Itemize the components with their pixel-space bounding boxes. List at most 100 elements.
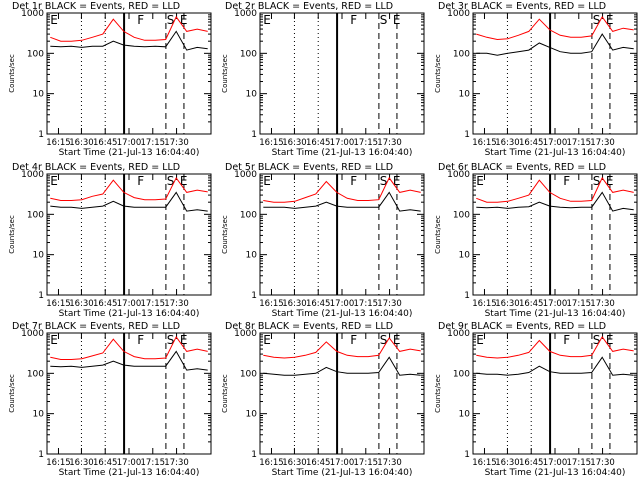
flag-label: E bbox=[606, 333, 614, 347]
x-tick-label: 17:15 bbox=[354, 458, 379, 468]
x-tick-label: 16:15 bbox=[46, 138, 71, 148]
x-tick-label: 16:45 bbox=[519, 299, 544, 309]
y-tick-label: 1000 bbox=[447, 170, 470, 180]
y-tick-label: 100 bbox=[240, 210, 257, 220]
flag-label: E bbox=[606, 174, 614, 188]
y-axis-label: Counts/sec bbox=[221, 215, 229, 254]
y-tick-label: 100 bbox=[240, 49, 257, 59]
x-tick-label: 17:30 bbox=[164, 458, 189, 468]
x-tick-label: 17:00 bbox=[330, 458, 355, 468]
x-axis-label: Start Time (21-Jul-13 16:04:40) bbox=[272, 468, 413, 478]
series-black-events bbox=[263, 356, 421, 376]
x-tick-label: 16:45 bbox=[519, 458, 544, 468]
flag-label: S bbox=[167, 174, 175, 188]
panel-title: Det 3r BLACK = Events, RED = LLD bbox=[438, 1, 606, 12]
y-tick-label: 1000 bbox=[234, 329, 257, 339]
y-axis-label: Counts/sec bbox=[8, 215, 16, 254]
x-axis-label: Start Time (21-Jul-13 16:04:40) bbox=[59, 148, 200, 158]
x-tick-label: 16:45 bbox=[306, 138, 331, 148]
y-tick-label: 10 bbox=[33, 410, 45, 420]
y-axis-label: Counts/sec bbox=[434, 54, 442, 93]
y-tick-label: 100 bbox=[453, 369, 470, 379]
y-tick-label: 100 bbox=[27, 210, 44, 220]
panel-det-2: Det 2r BLACK = Events, RED = LLD 1 10 100 10… bbox=[221, 1, 425, 158]
x-tick-label: 16:45 bbox=[519, 138, 544, 148]
x-tick-label: 17:00 bbox=[117, 138, 142, 148]
panel-det-3: Det 3r BLACK = Events, RED = LLD 1 10 100 10… bbox=[434, 1, 638, 158]
y-tick-label: 1000 bbox=[447, 329, 470, 339]
x-axis-label: Start Time (21-Jul-13 16:04:40) bbox=[485, 468, 626, 478]
y-tick-label: 10 bbox=[459, 410, 471, 420]
panel-title: Det 5r BLACK = Events, RED = LLD bbox=[225, 162, 393, 173]
y-tick-label: 10 bbox=[33, 251, 45, 261]
y-tick-label: 10 bbox=[246, 410, 258, 420]
flag-label: E bbox=[263, 333, 271, 347]
series-red-lld bbox=[476, 15, 634, 41]
x-axis-label: Start Time (21-Jul-13 16:04:40) bbox=[59, 309, 200, 319]
y-tick-label: 10 bbox=[246, 90, 258, 100]
y-tick-label: 100 bbox=[453, 210, 470, 220]
panel-det-9: Det 9r BLACK = Events, RED = LLD 1 10 100 10… bbox=[434, 321, 638, 478]
x-tick-label: 17:15 bbox=[141, 138, 166, 148]
x-axis-label: Start Time (21-Jul-13 16:04:40) bbox=[485, 309, 626, 319]
y-tick-label: 10 bbox=[246, 251, 258, 261]
series-red-lld bbox=[50, 335, 208, 360]
flag-label: E bbox=[476, 333, 484, 347]
panel-det-1: Det 1r BLACK = Events, RED = LLD 1 10 100 10… bbox=[8, 1, 212, 158]
flag-label: F bbox=[563, 174, 570, 188]
series-red-lld bbox=[476, 176, 634, 203]
y-tick-label: 100 bbox=[27, 49, 44, 59]
x-tick-label: 16:45 bbox=[306, 299, 331, 309]
flag-label: E bbox=[393, 13, 401, 27]
flag-label: S bbox=[380, 174, 388, 188]
x-tick-label: 17:00 bbox=[543, 299, 568, 309]
series-red-lld bbox=[476, 335, 634, 359]
y-axis-label: Counts/sec bbox=[221, 374, 229, 413]
flag-label: E bbox=[50, 13, 58, 27]
x-tick-label: 16:30 bbox=[495, 458, 520, 468]
y-tick-label: 1 bbox=[464, 291, 470, 301]
x-tick-label: 17:00 bbox=[330, 299, 355, 309]
x-tick-label: 17:15 bbox=[567, 138, 592, 148]
flag-label: E bbox=[180, 174, 188, 188]
flag-label: F bbox=[350, 13, 357, 27]
x-tick-label: 17:00 bbox=[543, 138, 568, 148]
y-axis-label: Counts/sec bbox=[8, 374, 16, 413]
x-tick-label: 16:45 bbox=[306, 458, 331, 468]
series-black-events bbox=[476, 33, 634, 56]
flag-label: S bbox=[593, 333, 601, 347]
flag-label: S bbox=[380, 13, 388, 27]
y-tick-label: 1 bbox=[38, 130, 44, 140]
panel-det-5: Det 5r BLACK = Events, RED = LLD 1 10 100 10… bbox=[221, 162, 425, 319]
x-tick-label: 16:45 bbox=[93, 458, 118, 468]
series-black-events bbox=[50, 350, 208, 371]
flag-label: E bbox=[393, 333, 401, 347]
y-tick-label: 100 bbox=[240, 369, 257, 379]
y-axis-label: Counts/sec bbox=[434, 374, 442, 413]
x-tick-label: 17:00 bbox=[117, 299, 142, 309]
y-tick-label: 1000 bbox=[447, 9, 470, 19]
x-tick-label: 16:30 bbox=[282, 138, 307, 148]
x-tick-label: 16:15 bbox=[46, 299, 71, 309]
panel-det-4: Det 4r BLACK = Events, RED = LLD 1 10 100 10… bbox=[8, 162, 212, 319]
y-tick-label: 10 bbox=[33, 90, 45, 100]
y-tick-label: 1 bbox=[251, 130, 257, 140]
series-black-events bbox=[476, 191, 634, 212]
x-tick-label: 17:15 bbox=[567, 299, 592, 309]
flag-label: F bbox=[350, 333, 357, 347]
y-tick-label: 1 bbox=[38, 291, 44, 301]
panel-title: Det 7r BLACK = Events, RED = LLD bbox=[12, 321, 180, 332]
series-red-lld bbox=[50, 15, 208, 42]
x-axis-label: Start Time (21-Jul-13 16:04:40) bbox=[272, 148, 413, 158]
x-tick-label: 17:15 bbox=[141, 458, 166, 468]
y-tick-label: 1000 bbox=[21, 329, 44, 339]
flag-label: E bbox=[476, 174, 484, 188]
x-tick-label: 17:15 bbox=[354, 299, 379, 309]
y-tick-label: 1000 bbox=[21, 9, 44, 19]
flag-label: E bbox=[180, 13, 188, 27]
y-tick-label: 1 bbox=[38, 450, 44, 460]
panel-title: Det 4r BLACK = Events, RED = LLD bbox=[12, 162, 180, 173]
x-tick-label: 17:30 bbox=[164, 299, 189, 309]
x-tick-label: 17:15 bbox=[141, 299, 166, 309]
